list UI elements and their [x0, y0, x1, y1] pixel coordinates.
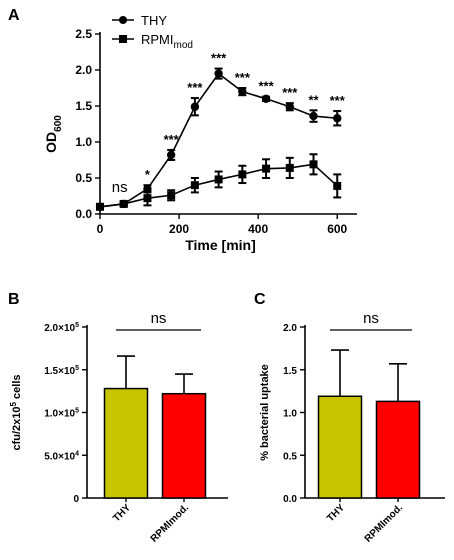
data-point-thy: [238, 87, 247, 96]
legend-marker-thy: [119, 16, 127, 24]
bar-thy: [317, 395, 363, 499]
panel-a-x-title: Time [min]: [185, 237, 256, 253]
data-point-rpmi: [333, 181, 342, 190]
panel-a-xtick-label: 400: [248, 222, 268, 236]
legend-label-thy: THY: [141, 13, 167, 28]
panel-a-ytick-label: 2.5: [75, 27, 92, 41]
data-point-rpmi: [96, 202, 104, 211]
category-label-rpmi: RPMImod.: [149, 502, 192, 545]
data-point-rpmi: [190, 181, 199, 190]
data-point-thy: [214, 69, 223, 78]
category-label-thy: THY: [111, 502, 133, 524]
ytick-label: 1.5×105: [44, 365, 79, 377]
data-point-rpmi: [262, 164, 271, 173]
significance-label: ***: [164, 132, 180, 147]
data-point-rpmi: [119, 199, 128, 208]
panel-a-xtick-label: 200: [169, 222, 189, 236]
panel-a-letter: A: [8, 7, 20, 24]
panel-b-letter: B: [8, 291, 20, 308]
panel-c-letter: C: [254, 291, 266, 308]
panel-b: B 0 5.0×104 1.0×105 1.5×105 2.0×105 THY RPMImod…: [8, 291, 228, 545]
ytick-label: 0.5: [283, 451, 297, 462]
category-label-thy: THY: [325, 502, 347, 524]
data-point-rpmi: [143, 194, 152, 203]
data-point-thy: [333, 114, 342, 123]
panel-a-ytick-label: 1.5: [75, 99, 92, 113]
significance-label: *: [145, 167, 151, 182]
panel-c: C 0.0 0.5 1.0 1.5 2.0 THY RPMImod. ns % bacterial…: [254, 291, 445, 545]
significance-label: ns: [112, 179, 128, 196]
panel-a-ytick-label: 0.0: [75, 207, 92, 221]
significance-label: ***: [187, 80, 203, 95]
legend-marker-rpmi: [119, 35, 127, 43]
category-label-rpmi: RPMImod.: [363, 502, 406, 545]
ytick-label: 1.0: [283, 409, 297, 420]
significance-label: ***: [330, 93, 346, 108]
ytick-label: 2.0×105: [44, 322, 79, 334]
ytick-label: 0: [73, 494, 79, 505]
data-point-thy: [190, 102, 200, 111]
data-point-thy: [261, 94, 271, 104]
significance-label: ***: [258, 79, 274, 94]
significance-label: **: [308, 92, 319, 107]
ytick-label: 5.0×104: [44, 450, 79, 462]
data-point-thy: [309, 111, 318, 121]
ytick-label: 0.0: [283, 494, 297, 505]
significance-label: ***: [211, 51, 227, 66]
significance-label: ns: [151, 310, 167, 327]
bar-thy: [103, 387, 149, 499]
data-point-rpmi: [167, 191, 176, 200]
data-point-thy: [285, 102, 294, 111]
legend-label-rpmi: RPMImod: [141, 32, 193, 51]
ytick-label: 1.5: [283, 366, 297, 377]
significance-label: ***: [282, 85, 298, 100]
data-point-rpmi: [285, 163, 294, 172]
ytick-label: 2.0: [283, 323, 297, 334]
significance-label: ns: [363, 310, 379, 327]
data-point-rpmi: [214, 175, 223, 184]
y-axis-title: % bacterial uptake: [259, 364, 271, 461]
panel-a-xtick-label: 0: [97, 222, 104, 236]
bar-rpmi: [375, 400, 421, 499]
ytick-label: 1.0×105: [44, 408, 79, 420]
bar-rpmi: [161, 392, 207, 499]
panel-a-ytick-label: 2.0: [75, 63, 92, 77]
data-point-rpmi: [309, 160, 318, 169]
panel-a-y-title: OD600: [43, 115, 64, 153]
panel-a: A 0.0 0.5 1.0 1.5 2.0 2.5 0 200 400 600 Time [min] O…: [8, 7, 357, 253]
panel-a-xtick-label: 600: [327, 222, 347, 236]
panel-a-ytick-label: 0.5: [75, 171, 92, 185]
data-point-rpmi: [238, 170, 247, 179]
data-point-thy: [166, 150, 176, 160]
panel-a-ytick-label: 1.0: [75, 135, 92, 149]
y-axis-title: cfu/2x105 cells: [9, 374, 23, 450]
significance-label: ***: [235, 70, 251, 85]
